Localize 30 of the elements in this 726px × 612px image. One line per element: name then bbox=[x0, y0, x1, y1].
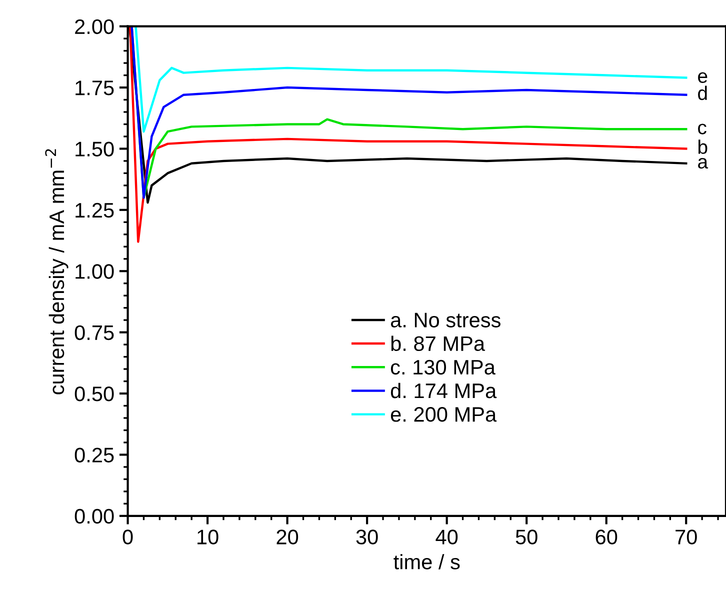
y-tick-label: 0.25 bbox=[74, 448, 114, 462]
legend-label: d. 174 MPa bbox=[390, 382, 497, 398]
y-tick-label: 1.00 bbox=[76, 264, 114, 279]
annotation: d bbox=[698, 86, 707, 100]
legend-label: b. 87 MPa bbox=[391, 336, 486, 352]
x-tick-label: 60 bbox=[596, 530, 618, 544]
y-axis-title: current density / mA mm$^{−2}$ bbox=[45, 149, 68, 394]
x-tick-label: 50 bbox=[516, 530, 538, 544]
annotation: a bbox=[698, 158, 708, 169]
annotation: b bbox=[698, 140, 708, 154]
x-tick-label: 70 bbox=[676, 530, 697, 544]
x-tick-label: 10 bbox=[198, 530, 218, 544]
x-tick-label: 0 bbox=[122, 530, 133, 544]
y-tick-label: 0.50 bbox=[74, 386, 114, 402]
line-series bbox=[134, 26, 688, 133]
y-tick-label: 1.25 bbox=[76, 202, 114, 218]
y-tick-label: 0.00 bbox=[74, 508, 114, 524]
legend-label: a. No stress bbox=[390, 312, 500, 328]
legend-label: c. 130 MPa bbox=[390, 360, 496, 375]
y-tick-label: 2.00 bbox=[75, 19, 114, 34]
y-tick-label: 0.75 bbox=[74, 325, 114, 340]
annotation: e bbox=[698, 72, 708, 83]
legend-label: e. 200 MPa bbox=[390, 407, 497, 422]
y-tick-label: 1.50 bbox=[76, 142, 114, 156]
x-tick-label: 40 bbox=[436, 530, 458, 544]
x-axis-title: time / s bbox=[394, 554, 460, 570]
annotation: c bbox=[698, 124, 706, 134]
x-tick-label: 30 bbox=[356, 530, 378, 544]
x-tick-label: 20 bbox=[276, 530, 298, 544]
y-tick-label: 1.75 bbox=[76, 80, 114, 96]
